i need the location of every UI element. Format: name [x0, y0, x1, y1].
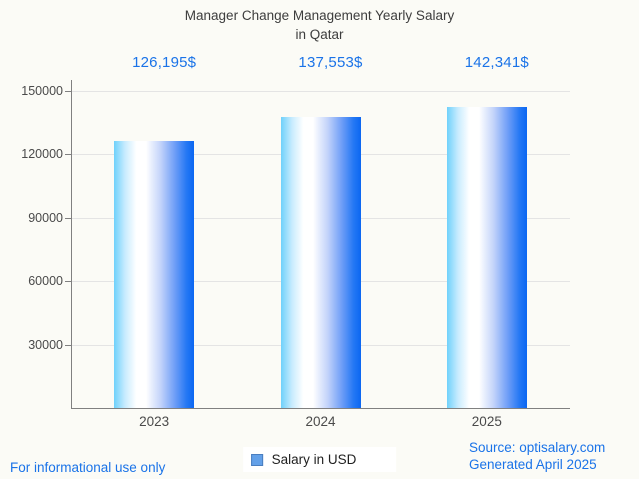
legend[interactable]: Salary in USD — [242, 447, 397, 472]
disclaimer-text: For informational use only — [10, 460, 166, 475]
y-axis-label: 150000 — [21, 84, 63, 98]
y-axis-label: 30000 — [28, 337, 63, 352]
x-axis-label-2025: 2025 — [471, 414, 502, 429]
y-axis-tick — [65, 154, 71, 156]
y-axis-tick — [65, 281, 71, 283]
x-axis-label-2024: 2024 — [305, 414, 336, 429]
generated-date: Generated April 2025 — [469, 457, 597, 472]
y-axis-tick — [65, 91, 71, 92]
chart-title-line2: in Qatar — [295, 27, 344, 42]
y-axis-tick — [65, 217, 71, 219]
value-label-2025: 142,341$ — [464, 54, 529, 71]
x-axis-label-2023: 2023 — [139, 414, 170, 429]
legend-label: Salary in USD — [271, 452, 357, 467]
chart-title-line1: Manager Change Management Yearly Salary — [184, 8, 455, 23]
value-label-2023: 126,195$ — [132, 54, 197, 71]
bar-2024[interactable] — [280, 117, 361, 408]
gridline — [72, 91, 570, 92]
value-label-2024: 137,553$ — [298, 54, 363, 71]
bar-2025[interactable] — [446, 107, 527, 408]
y-axis-label: 120000 — [21, 147, 63, 162]
y-axis-label: 90000 — [28, 210, 63, 225]
y-axis-label: 60000 — [28, 274, 63, 289]
bar-2023[interactable] — [114, 141, 195, 408]
x-axis — [71, 408, 570, 409]
y-axis-tick — [65, 344, 71, 346]
chart-title: Manager Change Management Yearly Salary i… — [0, 6, 639, 44]
legend-swatch-icon — [250, 453, 263, 466]
source-block: Source: optisalary.com Generated April 2… — [469, 439, 605, 473]
source-link[interactable]: Source: optisalary.com — [469, 440, 606, 455]
y-axis — [71, 80, 72, 409]
